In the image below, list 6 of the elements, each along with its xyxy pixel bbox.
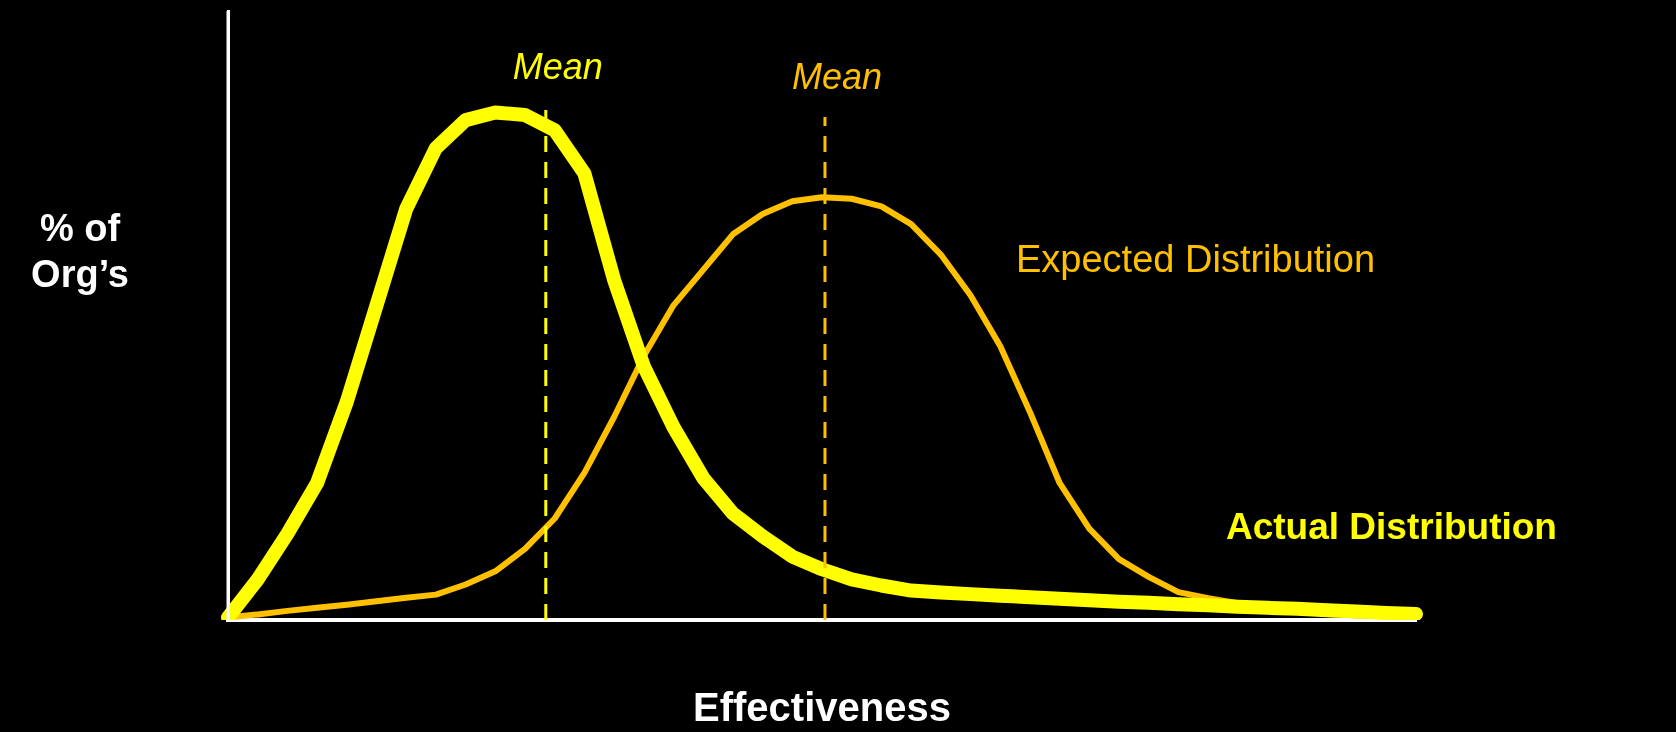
series-label: Expected Distribution: [1016, 238, 1376, 281]
text: Mean: [791, 56, 882, 98]
text: Mean: [512, 46, 603, 88]
x-axis-title: Effectiveness: [692, 685, 952, 730]
y-axis-title: % of Org’s: [30, 206, 130, 297]
series-label: Actual Distribution: [1226, 506, 1557, 548]
